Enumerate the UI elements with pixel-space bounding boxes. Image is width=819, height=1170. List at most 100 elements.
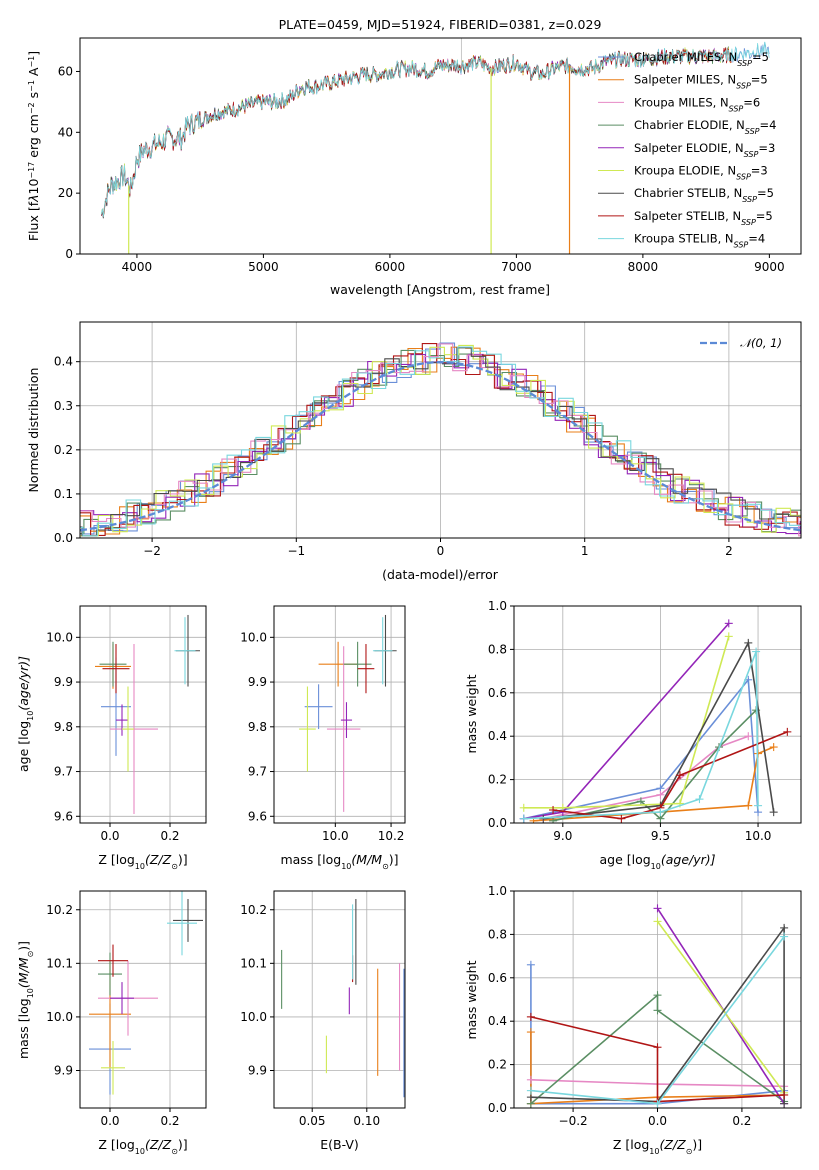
y-tick-label: 1.0 <box>488 884 507 898</box>
x-tick-label: 4000 <box>122 260 153 274</box>
y-tick-label: 0.2 <box>488 1058 507 1072</box>
x-tick-label: 0.05 <box>299 1114 326 1128</box>
weight-line-6 <box>530 925 785 1104</box>
x-tick-label: 9000 <box>754 260 785 274</box>
y-tick-label: 9.6 <box>54 809 73 823</box>
legend-entry-1: Salpeter MILES, NSSP=5 <box>634 73 768 91</box>
y-tick-label: 10.2 <box>240 903 267 917</box>
axes-frame <box>79 605 207 824</box>
panel-weight_age: 9.0 9.5 10.0 0.0 0.2 0.4 0.6 0.8 1.0 age [log10(a… <box>464 599 802 871</box>
x-tick-label: 0.0 <box>100 829 119 843</box>
x-axis-label: age [log10(age/yr)] <box>599 852 715 871</box>
y-tick-label: 10.1 <box>46 956 73 970</box>
y-axis-label: mass weight <box>464 674 479 753</box>
y-tick-label: 0.4 <box>488 1014 507 1028</box>
panel-age_mass: 10.0 10.2 9.6 9.7 9.8 9.9 10.0 mass [log10(M/M⊙… <box>240 605 406 871</box>
x-tick-label: 7000 <box>501 260 532 274</box>
histogram-step-7 <box>80 343 801 536</box>
histogram-step-6 <box>80 347 801 537</box>
y-tick-label: 0.6 <box>488 686 507 700</box>
x-axis-label: Z [log10(Z/Z⊙)] <box>98 1137 187 1156</box>
weight-line-7 <box>530 1016 785 1103</box>
histogram-step-4 <box>80 353 801 535</box>
legend: 𝒩(0, 1) <box>700 336 782 350</box>
y-tick-label: 9.9 <box>54 675 73 689</box>
plot-area <box>101 38 770 254</box>
plot-area <box>95 614 200 815</box>
x-tick-label: 1 <box>581 544 589 558</box>
y-axis-label: Normed distribution <box>26 368 41 493</box>
y-tick-label: 0 <box>65 247 73 261</box>
x-tick-label: −1 <box>287 544 305 558</box>
legend-entry-5: Kroupa ELODIE, NSSP=3 <box>634 164 768 182</box>
x-tick-label: 6000 <box>375 260 406 274</box>
x-axis-label: (data-model)/error <box>382 567 499 582</box>
x-tick-label: 10.0 <box>322 829 349 843</box>
y-axis-label: mass weight <box>464 960 479 1039</box>
plot-area <box>299 614 397 812</box>
legend-entry-gauss: 𝒩(0, 1) <box>740 336 782 350</box>
x-tick-label: 0.2 <box>160 829 179 843</box>
y-axis-label: mass [log10(M/M⊙)] <box>16 941 35 1059</box>
y-tick-label: 0.4 <box>488 729 507 743</box>
y-tick-label: 9.7 <box>54 765 73 779</box>
x-tick-label: 0.0 <box>100 1114 119 1128</box>
y-tick-label: 9.9 <box>248 675 267 689</box>
legend-entry-0: Chabrier MILES, NSSP=5 <box>634 50 769 68</box>
histogram-step-2 <box>80 343 801 537</box>
histogram-step-5 <box>80 344 801 537</box>
y-tick-label: 10.2 <box>46 903 73 917</box>
y-tick-label: 1.0 <box>488 599 507 613</box>
legend-entry-2: Kroupa MILES, NSSP=6 <box>634 95 760 113</box>
x-tick-label: 10.2 <box>378 829 405 843</box>
y-tick-label: 10.0 <box>240 1010 267 1024</box>
panel-mass_ebv: 0.05 0.10 9.9 10.0 10.1 10.2 E(B-V) <box>240 890 406 1152</box>
weight-line-4 <box>523 622 730 820</box>
y-axis-label: Flux [fλ10−17 erg cm−2 s−1 A−1] <box>26 51 41 241</box>
plot-area <box>80 342 801 537</box>
x-tick-label: 9.0 <box>553 829 572 843</box>
y-tick-label: 0.0 <box>488 816 507 830</box>
y-tick-label: 9.6 <box>248 809 267 823</box>
y-tick-label: 0.6 <box>488 971 507 985</box>
chart-title: PLATE=0459, MJD=51924, FIBERID=0381, z=0… <box>279 17 602 32</box>
panel-residuals: −2 −1 0 1 2 0.0 0.1 0.2 0.3 0.4 (data-model)/error… <box>26 321 802 582</box>
y-tick-label: 0.3 <box>54 399 73 413</box>
x-tick-label: 9.5 <box>651 829 670 843</box>
y-tick-label: 0.8 <box>488 927 507 941</box>
x-tick-label: 0.0 <box>648 1114 667 1128</box>
axes-frame <box>79 37 802 255</box>
y-tick-label: 0.2 <box>488 773 507 787</box>
y-tick-label: 40 <box>58 125 73 139</box>
axes-frame <box>79 890 207 1109</box>
x-tick-label: −0.2 <box>559 1114 588 1128</box>
y-tick-label: 10.0 <box>46 1010 73 1024</box>
y-tick-label: 10.1 <box>240 956 267 970</box>
y-tick-label: 10.0 <box>240 630 267 644</box>
x-tick-label: 0.2 <box>160 1114 179 1128</box>
y-tick-label: 0.2 <box>54 443 73 457</box>
y-tick-label: 60 <box>58 64 73 78</box>
x-tick-label: 2 <box>725 544 733 558</box>
y-tick-label: 9.7 <box>248 765 267 779</box>
y-tick-label: 9.9 <box>54 1063 73 1077</box>
y-tick-label: 9.8 <box>54 720 73 734</box>
x-axis-label: Z [log10(Z/Z⊙)] <box>613 1137 702 1156</box>
weight-line-8 <box>523 651 759 820</box>
weight-line-3 <box>530 993 785 1105</box>
y-tick-label: 0.1 <box>54 487 73 501</box>
panel-age_Z: 0.0 0.2 9.6 9.7 9.8 9.9 10.0 Z [log10(Z/Z⊙)] age… <box>16 605 207 871</box>
legend-entry-6: Chabrier STELIB, NSSP=5 <box>634 186 774 204</box>
histogram-step-8 <box>80 346 801 537</box>
gaussian-curve <box>80 360 801 532</box>
panel-mass_Z: 0.0 0.2 9.9 10.0 10.1 10.2 Z [log10(Z/Z⊙)] mass… <box>16 890 207 1156</box>
y-tick-label: 0.4 <box>54 355 73 369</box>
legend-entry-3: Chabrier ELODIE, NSSP=4 <box>634 118 776 136</box>
x-tick-label: −2 <box>143 544 161 558</box>
plot-area <box>526 904 789 1108</box>
legend-entry-8: Kroupa STELIB, NSSP=4 <box>634 232 765 250</box>
weight-line-5 <box>656 920 785 1094</box>
x-tick-label: 8000 <box>628 260 659 274</box>
x-tick-label: 0.2 <box>732 1114 751 1128</box>
plot-area <box>89 891 203 1095</box>
